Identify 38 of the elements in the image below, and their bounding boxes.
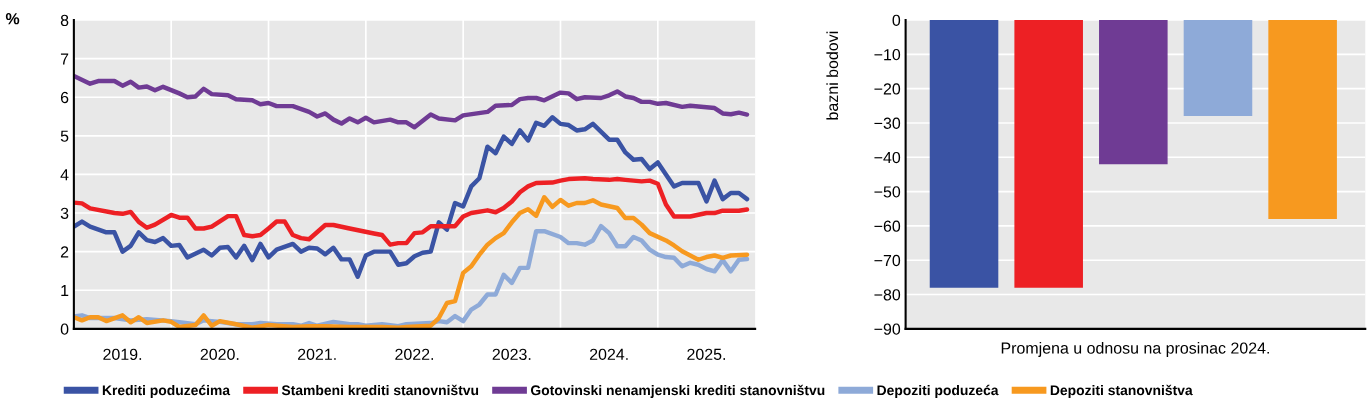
y-tick-label: −40 — [874, 151, 901, 164]
x-tick-label: 2019. — [103, 348, 142, 361]
line-series — [73, 115, 750, 279]
legend-label: Krediti poduzećima — [102, 384, 231, 398]
line-series — [73, 73, 750, 130]
y-tick-label: −30 — [874, 117, 901, 129]
y-tick-label: 0 — [60, 323, 69, 335]
x-tick-label: 2025. — [687, 348, 725, 361]
legend-label: Depoziti stanovništva — [1050, 384, 1193, 398]
y-tick-label: −70 — [874, 254, 901, 267]
y-tick-label: 0 — [892, 14, 901, 26]
y-tick-label: −10 — [874, 48, 901, 61]
line-series — [73, 176, 750, 247]
y-tick-label: 6 — [60, 91, 69, 104]
y-axis-title: bazni bodovi — [826, 31, 839, 120]
x-tick-label: 2023. — [492, 348, 531, 361]
x-tick-label: 2020. — [200, 348, 239, 361]
x-axis-title: Promjena u odnosu na prosinac 2024. — [1001, 342, 1269, 357]
x-tick-label: 2024. — [589, 348, 628, 361]
y-axis-title: % — [5, 13, 20, 25]
legend-label: Depoziti poduzeća — [877, 384, 999, 398]
y-tick-label: −90 — [874, 323, 901, 335]
x-tick-label: 2022. — [395, 348, 434, 361]
legend-label: Stambeni krediti stanovništvu — [281, 384, 479, 396]
y-tick-label: 8 — [60, 14, 69, 26]
legend-label: Gotovinski nenamjenski krediti stanovništvu — [530, 384, 825, 398]
y-tick-label: 4 — [60, 169, 69, 181]
y-tick-label: 7 — [60, 53, 69, 65]
y-tick-label: 1 — [61, 285, 69, 297]
y-tick-label: 5 — [60, 130, 69, 142]
y-tick-label: 3 — [60, 207, 69, 219]
y-tick-label: −80 — [874, 289, 901, 301]
y-tick-label: −60 — [874, 220, 901, 232]
x-tick-label: 2021. — [298, 348, 336, 361]
y-tick-label: 2 — [60, 246, 69, 258]
y-tick-label: −50 — [874, 186, 901, 198]
y-tick-label: −20 — [874, 83, 901, 95]
line-series — [73, 194, 750, 329]
